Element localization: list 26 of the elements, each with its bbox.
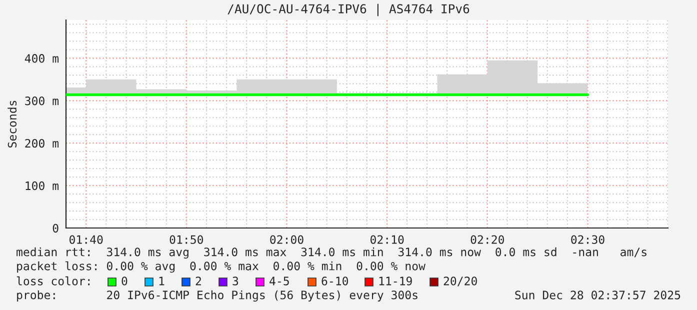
- text: median rtt: 314.0 ms avg 314.0 ms max 314.0 ms min 314.0 ms now 0.0 ms sd -nan am/s: [16, 247, 646, 259]
- text: 0: [122, 276, 128, 286]
- y-axis-title: Seconds: [8, 100, 17, 148]
- text: 3: [232, 276, 238, 286]
- text: loss color:: [16, 276, 90, 286]
- text: 20/20: [444, 276, 477, 286]
- text: packet loss: 0.00 % avg 0.00 % max 0.00 % min 0.00 % now: [17, 261, 426, 273]
- text: 11-19: [379, 276, 412, 286]
- x-tick-label: 01:40: [70, 235, 103, 244]
- text: 4-5: [270, 276, 289, 286]
- x-tick-label: 02:20: [470, 235, 504, 244]
- y-tick-label: 400 m: [24, 54, 59, 63]
- y-tick-label: 300 m: [25, 96, 59, 106]
- x-tick-label: 02:30: [571, 235, 604, 244]
- text: probe: 20 IPv6-ICMP Echo Pings (56 Bytes) every 300s: [17, 290, 418, 302]
- x-tick-label: 01:50: [170, 235, 204, 244]
- x-tick-label: 02:10: [370, 235, 404, 244]
- text: 1: [159, 276, 164, 286]
- x-tick-label: 02:00: [270, 235, 304, 244]
- text: 6-10: [322, 276, 348, 286]
- y-tick-label: 0: [52, 224, 58, 233]
- y-tick-label: 200 m: [25, 138, 59, 148]
- y-tick-label: 100 m: [26, 181, 59, 190]
- text: 2: [196, 276, 201, 286]
- chart-title: /AU/OC-AU-4764-IPV6 | AS4764 IPv6: [228, 4, 470, 16]
- text: Sun Dec 28 02:37:57 2025: [515, 290, 680, 300]
